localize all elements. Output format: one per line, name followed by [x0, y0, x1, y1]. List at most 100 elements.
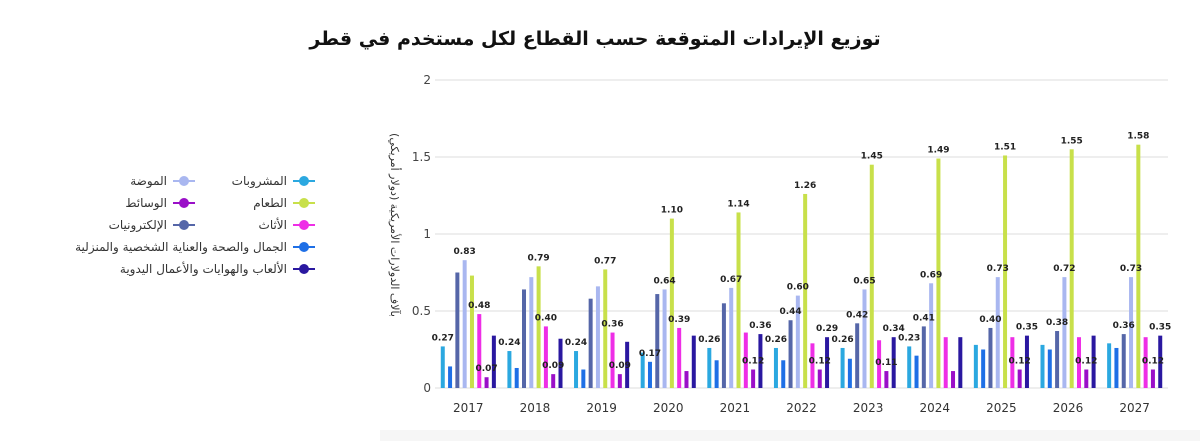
legend-label: الأثاث	[258, 218, 287, 232]
data-label: 0.12	[809, 357, 831, 367]
legend-label: الوسائط	[125, 196, 167, 210]
data-label: 1.55	[1061, 136, 1083, 146]
bar	[743, 332, 748, 388]
data-label: 0.11	[875, 358, 897, 368]
x-tick-label: 2023	[853, 401, 884, 415]
data-label: 0.24	[498, 338, 520, 348]
bar	[773, 347, 778, 388]
bar	[647, 361, 652, 388]
legend-item[interactable]: الأثاث	[259, 218, 315, 232]
data-label: 0.35	[1016, 323, 1038, 333]
legend-swatch-icon	[173, 220, 195, 230]
data-label: 0.26	[831, 335, 853, 345]
bar	[936, 158, 941, 388]
data-label: 1.14	[727, 199, 749, 209]
bars	[440, 144, 1163, 388]
bar	[625, 341, 630, 388]
bar	[677, 327, 682, 388]
data-label: 0.17	[639, 349, 661, 359]
bar	[907, 346, 912, 388]
bar	[640, 352, 645, 388]
bar	[1129, 277, 1134, 388]
legend-label: الإلكترونيات	[108, 218, 167, 232]
x-tick-label: 2025	[986, 401, 1017, 415]
data-label: 0.73	[1120, 264, 1142, 274]
bar	[1010, 337, 1015, 388]
y-tick-label: 2	[423, 73, 431, 87]
x-tick-label: 2022	[786, 401, 817, 415]
bar	[951, 371, 956, 388]
legend-item[interactable]: الطعام	[253, 196, 315, 210]
data-label: 0.38	[1046, 318, 1068, 328]
data-label: 0.79	[527, 253, 549, 263]
data-label: 0.12	[1075, 357, 1097, 367]
legend-item[interactable]: الإلكترونيات	[109, 218, 195, 232]
legend-label: الألعاب والهوايات والأعمال اليدوية	[119, 262, 287, 276]
bar	[929, 283, 934, 388]
bar	[914, 355, 919, 388]
bar	[1055, 331, 1060, 388]
legend-swatch-icon	[173, 198, 195, 208]
x-tick-label: 2019	[586, 401, 617, 415]
data-label: 0.09	[609, 361, 631, 371]
legend-label: الطعام	[253, 196, 287, 210]
bar	[507, 351, 512, 388]
bar	[840, 347, 845, 388]
bar	[803, 193, 808, 388]
legend-item[interactable]: الوسائط	[125, 196, 195, 210]
data-label: 1.51	[994, 142, 1016, 152]
bar	[1040, 344, 1045, 388]
bar	[943, 337, 948, 388]
legend-item[interactable]: الموضة	[130, 174, 195, 188]
data-label: 0.29	[816, 324, 838, 334]
y-tick-label: 0	[423, 381, 431, 395]
data-label: 0.12	[1009, 357, 1031, 367]
data-label: 1.49	[927, 146, 949, 156]
bar	[758, 334, 763, 388]
data-label: 0.83	[454, 247, 476, 257]
data-label: 0.65	[853, 276, 875, 286]
legend-item[interactable]: المشروبات	[232, 174, 315, 188]
data-label: 0.09	[542, 361, 564, 371]
data-label: 0.39	[668, 315, 690, 325]
x-tick-label: 2021	[720, 401, 751, 415]
data-label: 0.24	[565, 338, 587, 348]
bar	[788, 320, 793, 388]
bar	[884, 371, 889, 388]
legend-item[interactable]: الجمال والصحة والعناية الشخصية والمنزلية	[75, 240, 315, 254]
bar	[988, 327, 993, 388]
bar	[862, 289, 867, 388]
x-tick-label: 2024	[919, 401, 950, 415]
bar	[610, 332, 615, 388]
bar	[1017, 369, 1022, 388]
bar	[529, 277, 534, 388]
data-label: 0.41	[913, 313, 935, 323]
bar	[847, 358, 852, 388]
bar	[707, 347, 712, 388]
data-label: 0.36	[601, 320, 623, 330]
data-label: 0.26	[698, 335, 720, 345]
data-label: 0.72	[1053, 264, 1075, 274]
bar	[1062, 277, 1067, 388]
bar	[973, 344, 978, 388]
data-label: 0.73	[987, 264, 1009, 274]
gridlines	[435, 79, 1168, 389]
data-label: 0.69	[920, 270, 942, 280]
bar	[1024, 335, 1029, 388]
bar	[522, 289, 527, 388]
bar	[825, 337, 830, 388]
bar	[477, 314, 482, 388]
legend-label: الجمال والصحة والعناية الشخصية والمنزلية	[75, 240, 287, 254]
bar	[795, 295, 800, 388]
bar	[669, 218, 674, 388]
bar	[729, 287, 734, 388]
bar	[462, 260, 467, 388]
bar	[691, 335, 696, 388]
bar	[891, 337, 896, 388]
bar	[877, 340, 882, 388]
bar	[1136, 144, 1141, 388]
bar	[1047, 349, 1052, 388]
bar	[810, 343, 815, 388]
legend-item[interactable]: الألعاب والهوايات والأعمال اليدوية	[120, 262, 315, 276]
